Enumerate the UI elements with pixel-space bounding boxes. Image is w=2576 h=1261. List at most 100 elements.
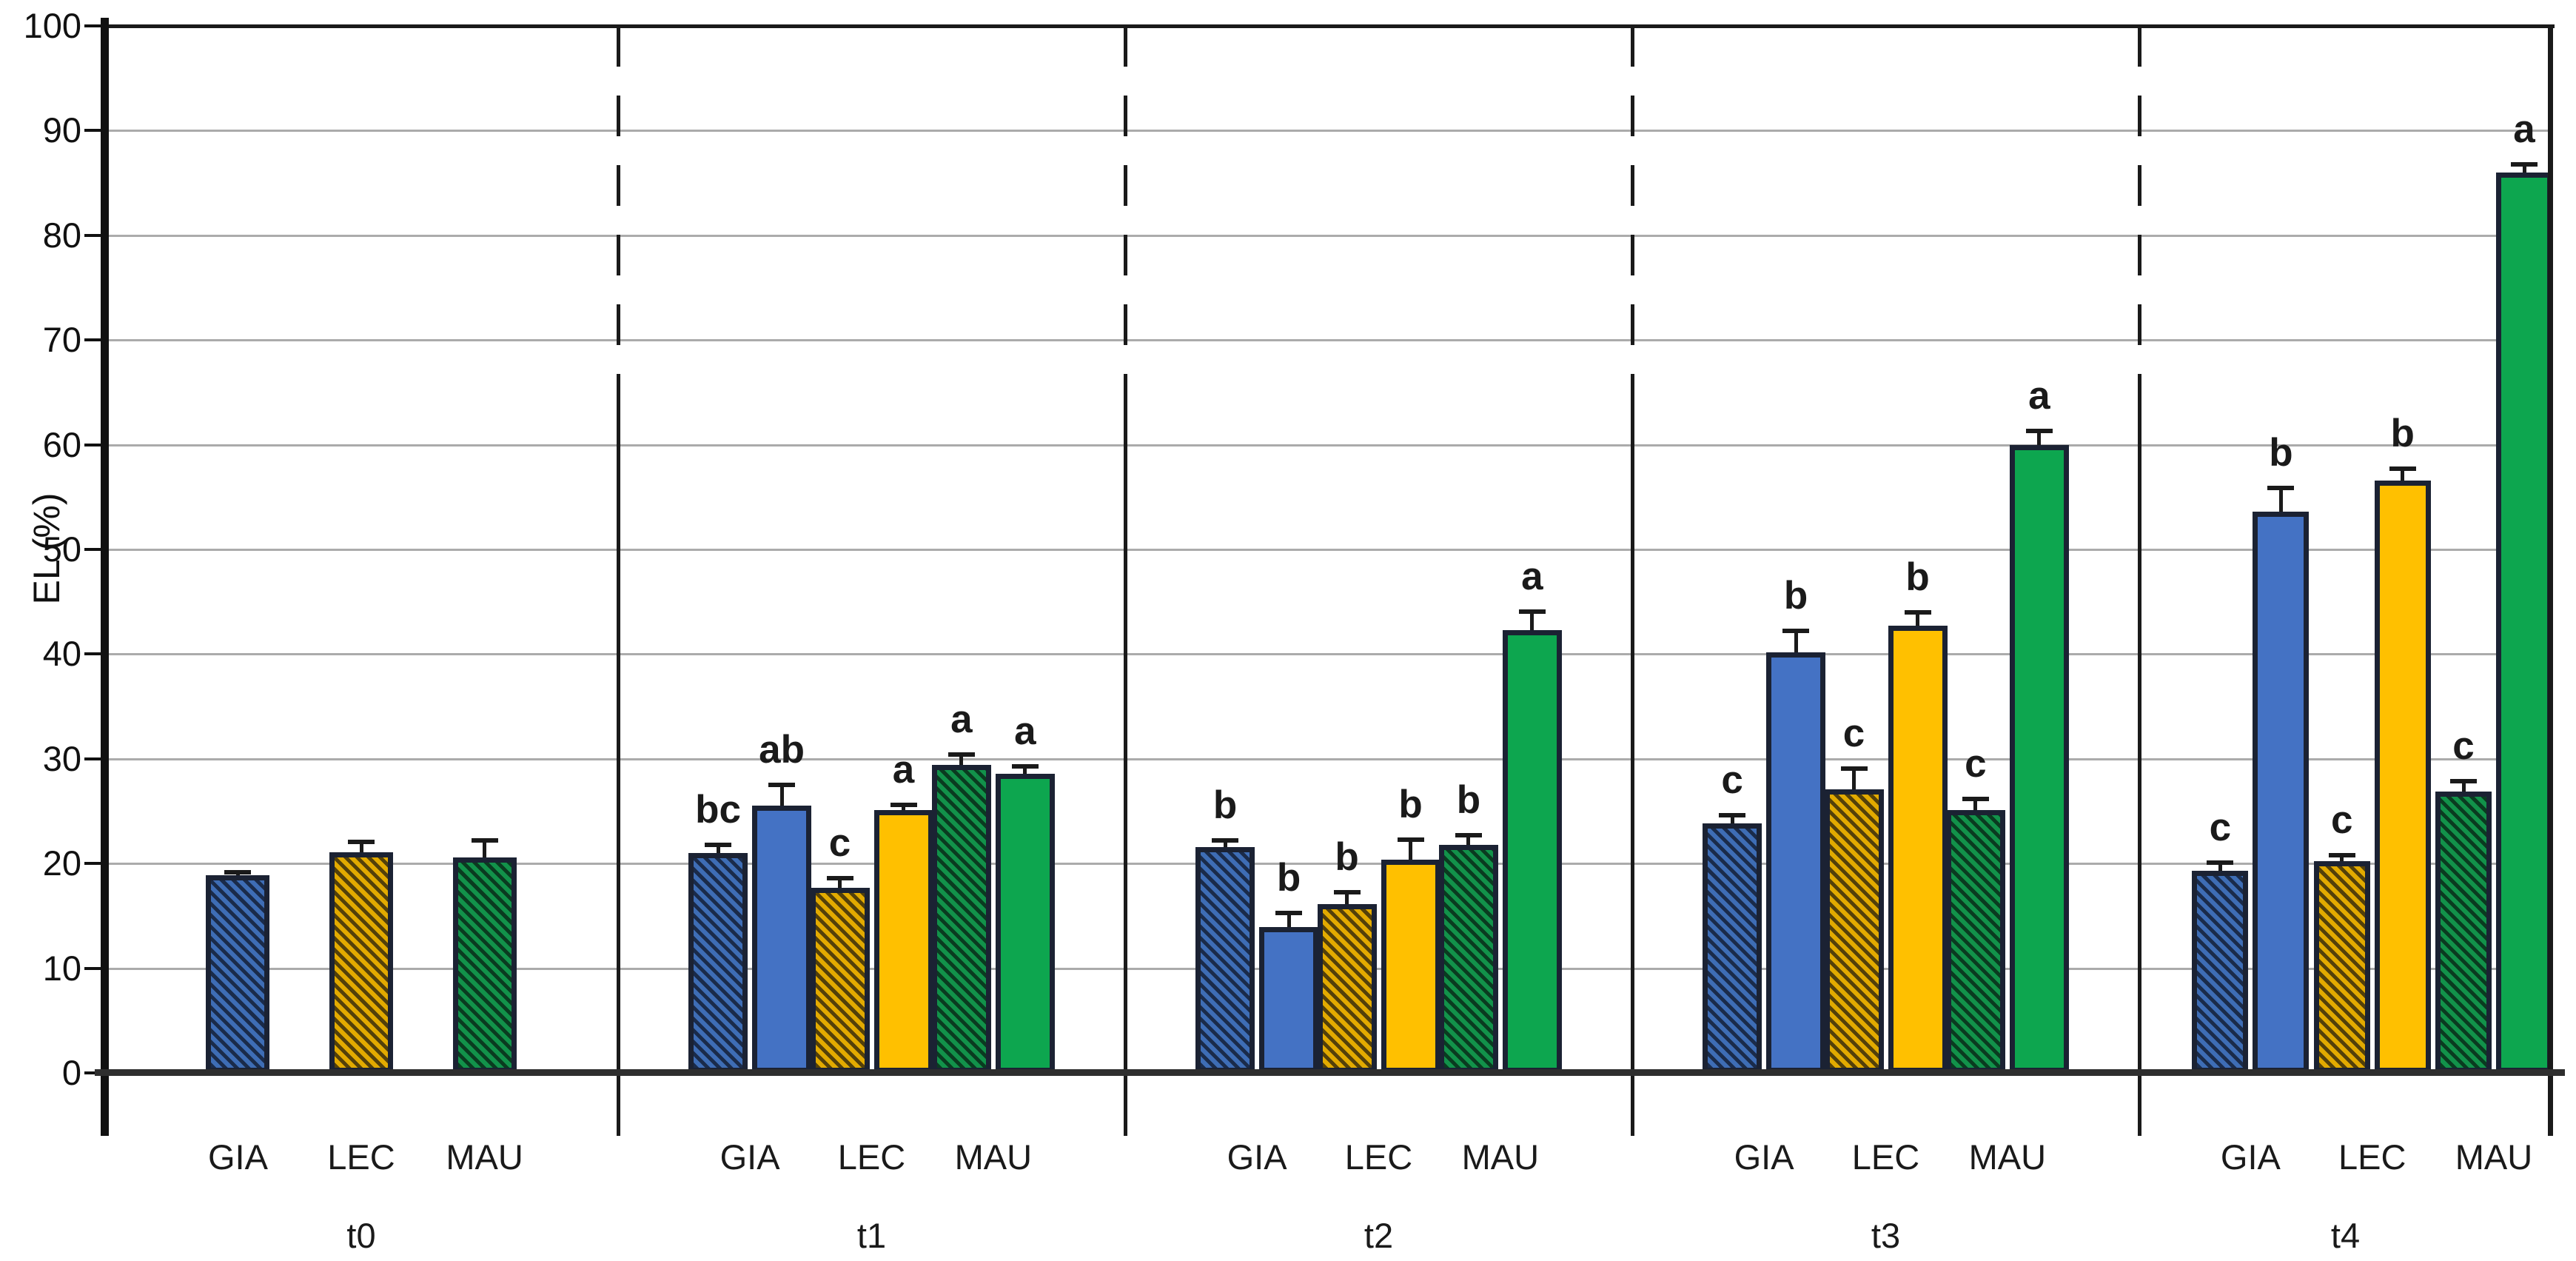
bar-t0-MAU-hatched bbox=[452, 857, 517, 1073]
y-axis-tick-100 bbox=[84, 24, 104, 27]
y-axis-tick-90 bbox=[84, 129, 104, 133]
category-label-t1-MAU: MAU bbox=[954, 1137, 1033, 1177]
category-label-t0-MAU: MAU bbox=[446, 1137, 523, 1177]
bar-t0-LEC-hatched bbox=[329, 852, 393, 1073]
significance-letter: bc bbox=[695, 787, 742, 832]
gridline-40 bbox=[104, 653, 2552, 656]
y-axis-tick-60 bbox=[84, 443, 104, 446]
bar-t2-MAU-solid bbox=[1502, 629, 1562, 1073]
bar-t3-LEC-hatched bbox=[1824, 789, 1884, 1073]
bar-t2-LEC-solid bbox=[1381, 859, 1440, 1073]
significance-letter: c bbox=[1721, 758, 1743, 803]
panel-t3: c b GIA c b LEC c a MAU t3 bbox=[1632, 26, 2139, 1255]
gridline-90 bbox=[104, 130, 2552, 133]
category-label-t3-LEC: LEC bbox=[1851, 1137, 1920, 1177]
error-bar-cap bbox=[1011, 763, 1039, 769]
error-bar-cap bbox=[2389, 466, 2416, 472]
error-bar-stem bbox=[2522, 161, 2526, 173]
y-axis-tick-label-90: 90 bbox=[42, 110, 81, 150]
error-bar-cap bbox=[826, 876, 853, 881]
separator-dashed-segment bbox=[1631, 26, 1634, 411]
bar-t4-MAU-solid bbox=[2496, 172, 2553, 1073]
error-bar-stem bbox=[1023, 763, 1027, 774]
bar-t3-GIA-solid bbox=[1766, 652, 1826, 1073]
panel-label-t2: t2 bbox=[1364, 1216, 1394, 1255]
y-axis-tick-label-40: 40 bbox=[42, 634, 81, 674]
bar-t1-GIA-hatched bbox=[688, 853, 748, 1073]
panel-t1: bc ab GIA c a LEC a a MAU t1 bbox=[618, 26, 1125, 1255]
y-axis-tick-label-10: 10 bbox=[42, 948, 81, 988]
error-bar-stem bbox=[1794, 629, 1798, 652]
error-bar-stem bbox=[779, 783, 784, 806]
separator-dashed-segment bbox=[617, 26, 620, 411]
significance-letter: a bbox=[1014, 709, 1036, 753]
panel-separator-2 bbox=[1124, 26, 1127, 1136]
error-bar-stem bbox=[2278, 485, 2283, 512]
bar-t4-MAU-hatched bbox=[2435, 791, 2492, 1073]
y-axis-tick-0 bbox=[84, 1071, 104, 1074]
bar-t1-LEC-hatched bbox=[810, 887, 870, 1073]
y-axis-tick-70 bbox=[84, 338, 104, 342]
error-bar-stem bbox=[1345, 889, 1349, 905]
error-bar-cap bbox=[1212, 838, 1239, 843]
gridline-70 bbox=[104, 339, 2552, 342]
error-bar-stem bbox=[1973, 796, 1978, 811]
error-bar-stem bbox=[2461, 778, 2466, 792]
panel-t4: c b GIA c b LEC c a MAU t4 bbox=[2139, 26, 2553, 1255]
bar-t1-GIA-solid bbox=[752, 806, 812, 1073]
error-bar-cap bbox=[2025, 429, 2053, 434]
separator-solid-segment bbox=[1631, 411, 1634, 1136]
panel-separator-3 bbox=[1631, 26, 1634, 1136]
error-bar-cap bbox=[705, 842, 732, 847]
gridline-80 bbox=[104, 234, 2552, 237]
x-axis-line bbox=[95, 1069, 2565, 1076]
bar-t3-LEC-solid bbox=[1888, 626, 1948, 1073]
y-axis-tick-label-80: 80 bbox=[42, 215, 81, 255]
error-bar-cap bbox=[1962, 796, 1989, 801]
category-label-t0-LEC: LEC bbox=[327, 1137, 395, 1177]
panel-label-t3: t3 bbox=[1871, 1216, 1901, 1255]
bar-t4-LEC-hatched bbox=[2313, 861, 2370, 1073]
y-axis-tick-30 bbox=[84, 757, 104, 760]
significance-letter: b bbox=[2269, 430, 2293, 475]
significance-letter: c bbox=[2452, 723, 2475, 768]
panel-label-t4: t4 bbox=[2330, 1216, 2361, 1255]
bar-t2-GIA-hatched bbox=[1195, 846, 1255, 1073]
error-bar-cap bbox=[2450, 778, 2478, 783]
significance-letter: b bbox=[1276, 855, 1301, 900]
error-bar-cap bbox=[2207, 860, 2234, 865]
panel-separator-1 bbox=[617, 26, 620, 1136]
error-bar-stem bbox=[2401, 466, 2405, 481]
category-label-t1-GIA: GIA bbox=[720, 1137, 780, 1177]
y-axis-tick-label-50: 50 bbox=[42, 529, 81, 569]
y-axis-tick-label-20: 20 bbox=[42, 843, 81, 883]
separator-solid-segment bbox=[617, 411, 620, 1136]
error-bar-stem bbox=[2218, 860, 2222, 872]
category-label-t2-MAU: MAU bbox=[1461, 1137, 1540, 1177]
gridline-20 bbox=[104, 863, 2552, 866]
plot-right-border bbox=[2548, 24, 2553, 1136]
plot-top-border bbox=[103, 24, 2555, 28]
significance-letter: b bbox=[2390, 412, 2415, 456]
bar-t2-GIA-solid bbox=[1259, 927, 1319, 1073]
bar-t2-LEC-hatched bbox=[1317, 904, 1377, 1073]
gridline-30 bbox=[104, 757, 2552, 760]
y-axis-tick-50 bbox=[84, 548, 104, 551]
bar-t3-GIA-hatched bbox=[1703, 823, 1762, 1073]
separator-dashed-segment bbox=[2138, 26, 2141, 411]
error-bar-cap bbox=[1455, 833, 1482, 838]
bar-t4-GIA-hatched bbox=[2192, 871, 2249, 1073]
bar-t3-MAU-solid bbox=[2009, 444, 2069, 1073]
significance-letter: c bbox=[1965, 741, 1987, 786]
error-bar-stem bbox=[959, 752, 964, 766]
category-label-t4-MAU: MAU bbox=[2455, 1137, 2533, 1177]
error-bar-cap bbox=[471, 838, 498, 843]
error-bar-cap bbox=[768, 783, 796, 788]
error-bar-stem bbox=[838, 876, 842, 888]
error-bar-cap bbox=[348, 839, 375, 844]
error-bar-stem bbox=[2037, 429, 2042, 445]
y-axis-tick-label-70: 70 bbox=[42, 320, 81, 360]
error-bar-stem bbox=[1730, 813, 1734, 824]
error-bar-cap bbox=[1275, 910, 1303, 915]
significance-letter: ab bbox=[759, 728, 805, 772]
